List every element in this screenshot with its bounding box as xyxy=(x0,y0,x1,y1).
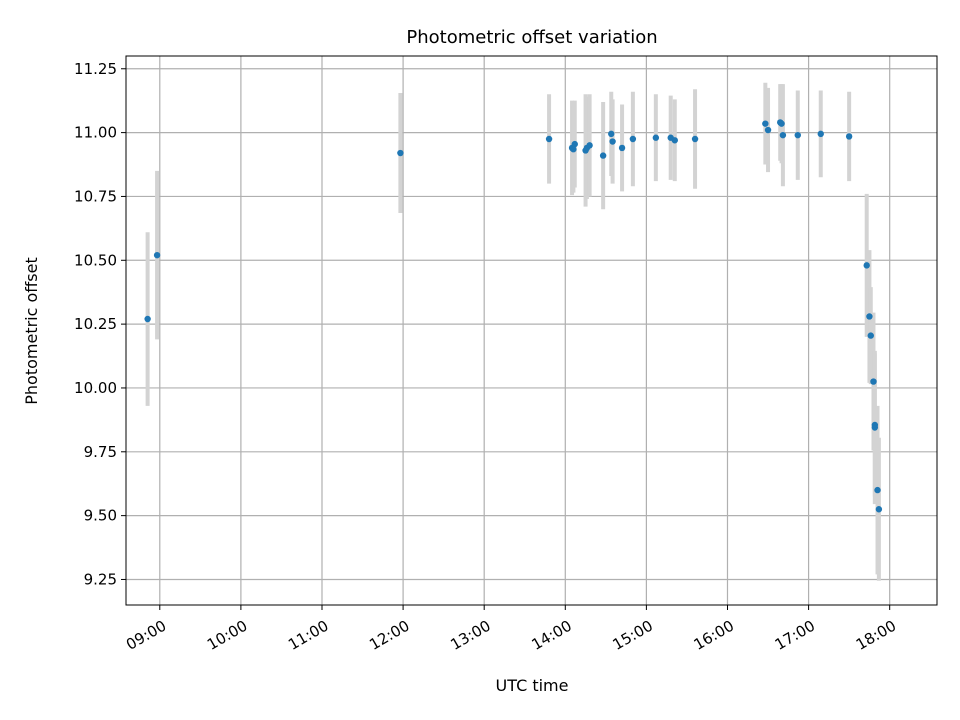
x-axis-label: UTC time xyxy=(496,676,569,695)
data-point xyxy=(153,251,161,259)
y-tick-label: 11.25 xyxy=(74,60,117,78)
data-point xyxy=(144,315,151,323)
y-tick-label: 9.75 xyxy=(84,443,117,461)
grid xyxy=(126,56,937,605)
data-point xyxy=(863,262,870,269)
y-tick-label: 10.25 xyxy=(74,315,117,333)
data-point xyxy=(618,144,626,152)
data-point xyxy=(397,149,404,157)
chart-title: Photometric offset variation xyxy=(406,27,657,48)
y-axis: 9.25 9.50 9.75 10.00 10.25 10.50 10.75 11.00 11.… xyxy=(74,60,126,588)
data-point xyxy=(586,142,593,149)
data-point xyxy=(571,140,578,148)
data-point xyxy=(870,378,877,385)
data-point xyxy=(570,146,577,153)
y-tick-label: 10.50 xyxy=(74,251,117,269)
data-point xyxy=(845,133,853,140)
data-point xyxy=(875,506,883,513)
data-point xyxy=(652,134,660,141)
data-point xyxy=(545,135,553,143)
y-tick-label: 9.25 xyxy=(84,570,117,588)
y-axis-label: Photometric offset xyxy=(22,257,41,405)
y-tick-label: 9.50 xyxy=(84,507,117,525)
data-point xyxy=(778,120,785,127)
plot-frame xyxy=(125,55,938,606)
data-point xyxy=(867,332,874,339)
data-point xyxy=(764,126,772,134)
data-point xyxy=(817,130,824,138)
data-point xyxy=(866,313,873,320)
data-point xyxy=(599,152,607,159)
data-point xyxy=(671,137,678,144)
data-point xyxy=(874,486,881,494)
data-point xyxy=(871,424,879,431)
data-point xyxy=(608,130,615,138)
y-tick-label: 10.00 xyxy=(74,379,117,397)
data-point xyxy=(762,120,769,127)
data-point xyxy=(691,135,699,143)
data-point xyxy=(629,135,637,143)
data-point xyxy=(794,131,801,139)
data-points xyxy=(144,119,883,513)
data-point xyxy=(779,131,787,139)
data-point xyxy=(609,138,616,145)
y-tick-label: 10.75 xyxy=(74,187,117,205)
y-tick-label: 11.00 xyxy=(74,124,117,142)
